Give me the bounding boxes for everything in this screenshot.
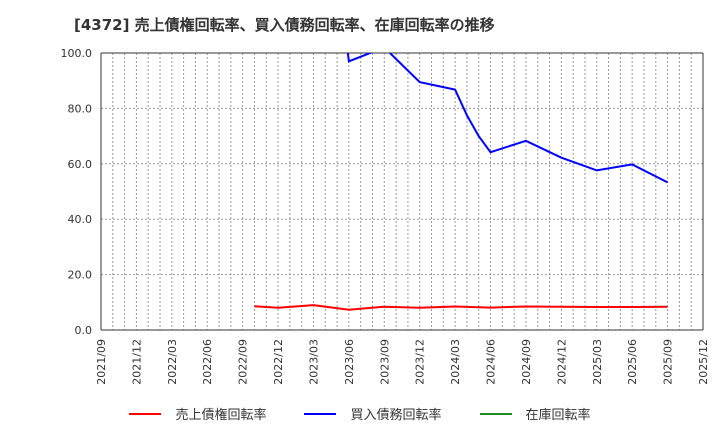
chart-legend: 売上債権回転率 買入債務回転率 在庫回転率 [0,404,720,423]
x-tick-label: 2024/12 [555,339,568,385]
legend-item-inventory-turnover: 在庫回転率 [479,404,591,423]
x-tick-label: 2025/03 [591,339,604,385]
series-line [254,304,668,311]
legend-label: 売上債権回転率 [175,408,267,423]
chart-title: [4372] 売上債権回転率、買入債務回転率、在庫回転率の推移 [74,16,495,34]
x-tick-label: 2022/09 [237,339,250,385]
y-tick-label: 100.0 [61,47,93,60]
x-tick-label: 2021/12 [130,339,143,385]
legend-label: 買入債務回転率 [350,408,442,423]
legend-item-payables-turnover: 買入債務回転率 [304,404,442,423]
x-tick-label: 2024/09 [520,339,533,385]
x-tick-label: 2023/12 [414,339,427,385]
x-tick-label: 2025/09 [662,339,675,385]
x-tick-label: 2022/12 [272,339,285,385]
legend-swatch-green [479,412,512,415]
y-tick-label: 80.0 [68,102,93,115]
x-tick-label: 2024/06 [485,339,498,385]
x-tick-label: 2025/06 [626,339,639,385]
x-tick-label: 2022/06 [201,339,214,385]
x-tick-label: 2023/06 [343,339,356,385]
legend-label: 在庫回転率 [525,408,591,423]
y-tick-label: 20.0 [68,269,93,282]
x-tick-label: 2025/12 [697,339,710,385]
x-tick-label: 2023/03 [307,339,320,385]
y-tick-label: 0.0 [75,324,93,337]
y-tick-label: 60.0 [68,158,93,171]
x-tick-label: 2023/09 [378,339,391,385]
legend-swatch-red [129,412,162,415]
x-tick-label: 2024/03 [449,339,462,385]
x-tick-label: 2022/03 [166,339,179,385]
x-tick-label: 2021/09 [95,339,108,385]
legend-item-receivables-turnover: 売上債権回転率 [129,404,266,423]
series-line [346,53,669,184]
y-tick-label: 40.0 [68,213,93,226]
legend-swatch-blue [304,412,337,415]
